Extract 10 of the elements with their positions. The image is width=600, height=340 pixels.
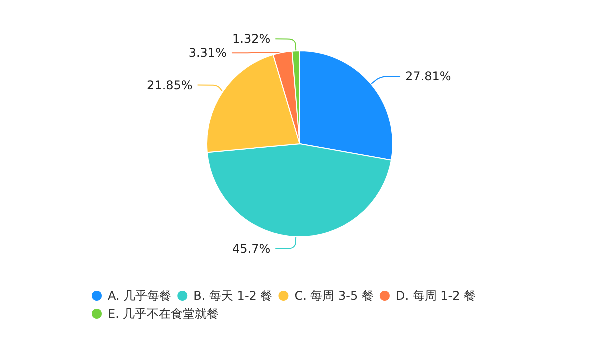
data-label: 3.31% [188, 46, 227, 60]
data-label: 45.7% [232, 242, 271, 256]
legend-label: A. 几乎每餐 [108, 289, 172, 303]
data-label: 27.81% [406, 70, 452, 84]
legend-label: B. 每天 1-2 餐 [194, 289, 273, 303]
legend-label: D. 每周 1-2 餐 [396, 289, 476, 303]
legend-label: C. 每周 3-5 餐 [294, 289, 374, 303]
legend-label: E. 几乎不在食堂就餐 [108, 307, 220, 321]
data-label: 21.85% [147, 78, 193, 92]
data-label: 1.32% [232, 32, 271, 46]
